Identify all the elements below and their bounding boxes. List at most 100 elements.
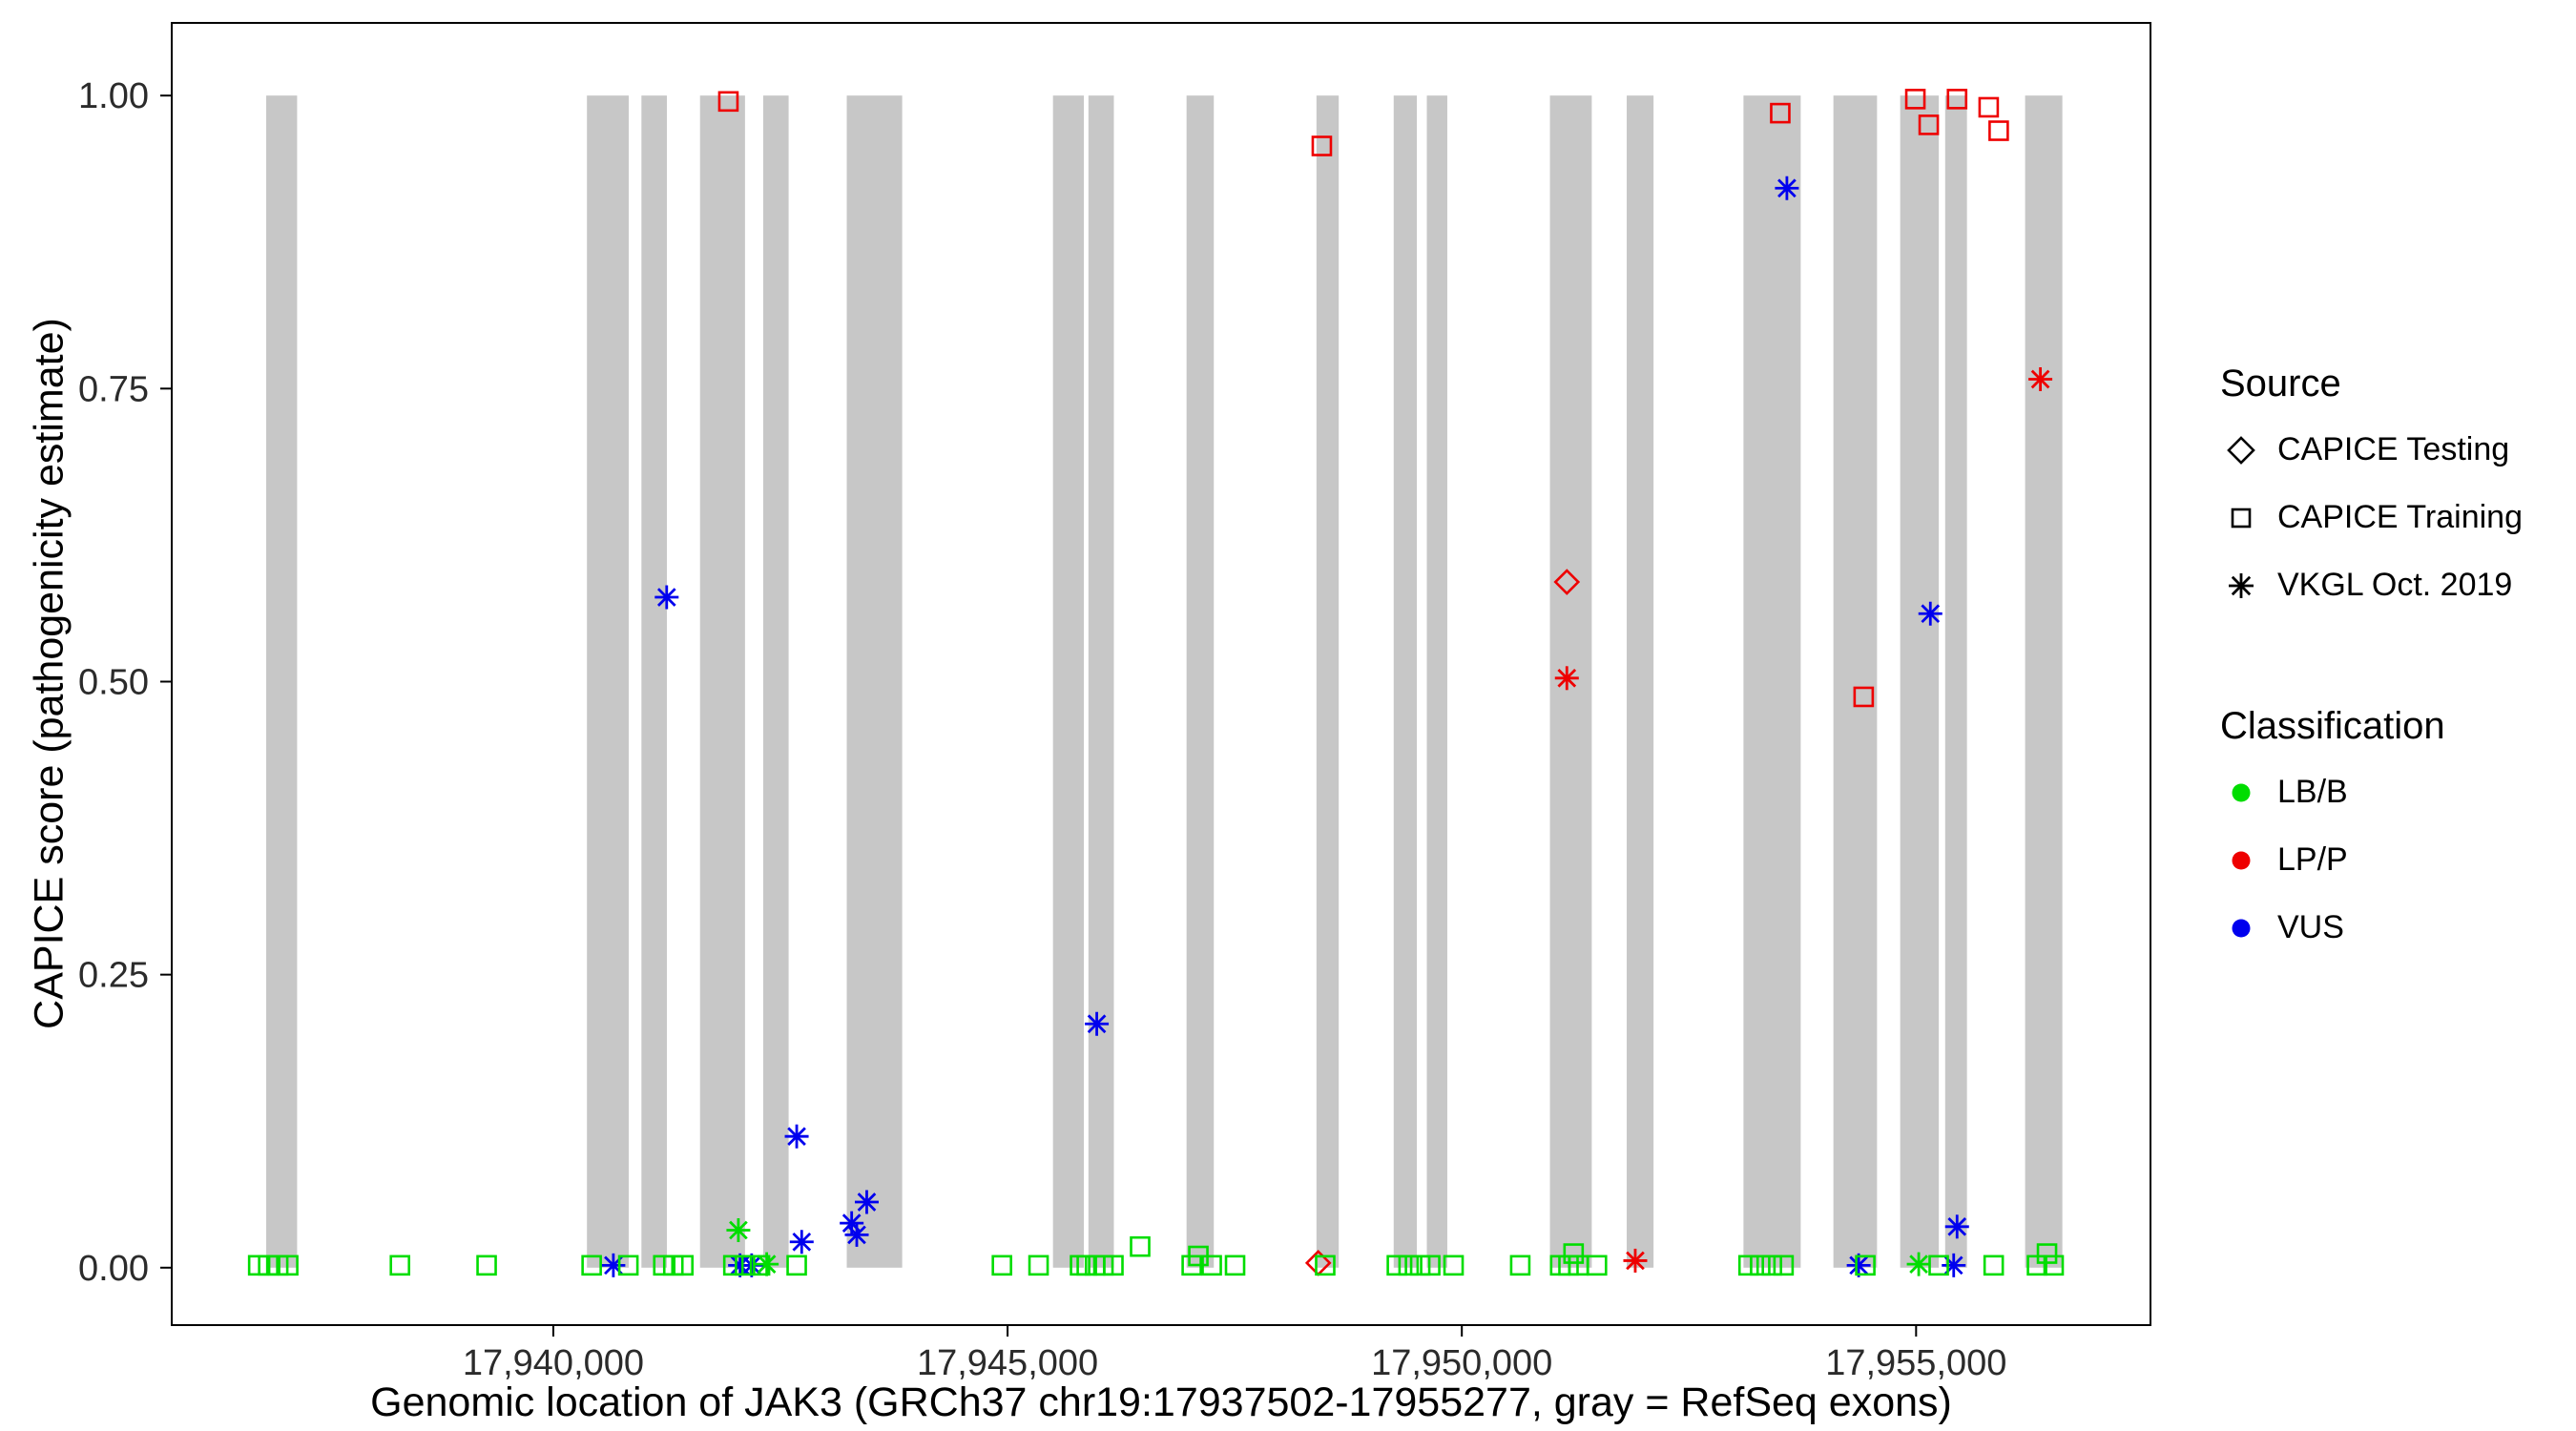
point-square bbox=[1563, 1243, 1585, 1264]
point-square bbox=[1853, 686, 1875, 708]
point-square bbox=[722, 1255, 744, 1276]
panel-border bbox=[171, 22, 2151, 1326]
exon-bar bbox=[1316, 95, 1340, 1268]
square-icon bbox=[2231, 508, 2252, 528]
point-square bbox=[1761, 1255, 1782, 1276]
point-square bbox=[673, 1255, 695, 1276]
exon-bar bbox=[1833, 95, 1878, 1268]
exon-bar bbox=[2025, 95, 2063, 1268]
point-square bbox=[1586, 1255, 1608, 1276]
point-square bbox=[991, 1255, 1012, 1276]
legend-item-label: LB/B bbox=[2277, 774, 2348, 810]
exon-bar bbox=[699, 95, 745, 1268]
point-asterisk bbox=[1775, 176, 1799, 200]
point-asterisk bbox=[854, 1190, 879, 1214]
point-asterisk bbox=[844, 1222, 869, 1247]
legend-item-lpp: LP/P bbox=[2220, 826, 2523, 894]
point-asterisk bbox=[2028, 367, 2053, 392]
y-tick-label: 0.50 bbox=[78, 662, 149, 702]
exon-bar bbox=[1426, 95, 1447, 1268]
point-square bbox=[1983, 1255, 2005, 1276]
legend-item-vkgl: VKGL Oct. 2019 bbox=[2220, 551, 2523, 619]
point-square bbox=[1386, 1255, 1407, 1276]
point-square bbox=[476, 1255, 497, 1276]
x-tick-label: 17,940,000 bbox=[463, 1343, 644, 1383]
point-square bbox=[1224, 1255, 1246, 1276]
point-square bbox=[1028, 1255, 1049, 1276]
point-asterisk bbox=[1554, 666, 1579, 691]
legend-classification-title: Classification bbox=[2220, 705, 2445, 747]
legend-item-label: VUS bbox=[2277, 909, 2344, 945]
exon-bar bbox=[846, 95, 903, 1268]
point-square bbox=[749, 1255, 771, 1276]
point-asterisk bbox=[726, 1217, 751, 1242]
exon-bar bbox=[1393, 95, 1418, 1268]
point-square bbox=[1311, 135, 1333, 156]
legend: Source CAPICE Testing CAPICE Training VK… bbox=[2220, 361, 2523, 962]
point-square bbox=[1750, 1255, 1771, 1276]
point-square bbox=[1737, 1255, 1759, 1276]
point-square bbox=[1978, 96, 2000, 118]
point-square bbox=[1130, 1235, 1151, 1257]
point-asterisk bbox=[789, 1230, 814, 1255]
point-square bbox=[389, 1255, 411, 1276]
legend-item-capice-testing: CAPICE Testing bbox=[2220, 416, 2523, 484]
point-square bbox=[2043, 1255, 2065, 1276]
y-axis-title: CAPICE score (pathogenicity estimate) bbox=[26, 318, 73, 1029]
point-square bbox=[1509, 1255, 1531, 1276]
point-square bbox=[1773, 1255, 1795, 1276]
point-square bbox=[1855, 1255, 1876, 1276]
asterisk-icon bbox=[2229, 572, 2254, 598]
point-square bbox=[1946, 89, 1968, 110]
x-axis-title: Genomic location of JAK3 (GRCh37 chr19:1… bbox=[370, 1379, 1952, 1425]
exon-bar bbox=[1052, 95, 1085, 1268]
diamond-icon bbox=[2227, 435, 2255, 465]
point-square bbox=[1103, 1255, 1124, 1276]
y-tick-label: 0.75 bbox=[78, 369, 149, 409]
y-tick-label: 0.25 bbox=[78, 956, 149, 996]
point-asterisk bbox=[1085, 1011, 1110, 1036]
point-asterisk bbox=[1906, 1252, 1931, 1276]
exon-bar bbox=[641, 95, 667, 1268]
point-asterisk bbox=[784, 1124, 809, 1149]
green-dot-icon bbox=[2232, 783, 2251, 801]
point-asterisk bbox=[1944, 1214, 1969, 1239]
legend-item-label: CAPICE Testing bbox=[2277, 431, 2510, 467]
x-tick-label: 17,955,000 bbox=[1825, 1343, 2006, 1383]
point-asterisk bbox=[1918, 601, 1942, 626]
exon-bar bbox=[1743, 95, 1801, 1268]
point-square bbox=[1315, 1255, 1336, 1276]
legend-item-vus: VUS bbox=[2220, 894, 2523, 962]
red-dot-icon bbox=[2232, 851, 2251, 869]
point-square bbox=[581, 1255, 602, 1276]
exon-bar bbox=[762, 95, 789, 1268]
point-square bbox=[1988, 120, 2009, 141]
exon-bar bbox=[1186, 95, 1215, 1268]
point-square bbox=[1398, 1255, 1420, 1276]
point-diamond bbox=[1553, 569, 1581, 595]
legend-source-title: Source bbox=[2220, 363, 2341, 404]
point-square bbox=[278, 1255, 299, 1276]
point-square bbox=[735, 1255, 756, 1276]
exon-bar bbox=[266, 95, 298, 1268]
point-square bbox=[1928, 1255, 1949, 1276]
point-asterisk bbox=[755, 1252, 779, 1276]
point-square bbox=[2036, 1243, 2058, 1264]
point-square bbox=[1770, 102, 1791, 124]
legend-item-label: VKGL Oct. 2019 bbox=[2277, 567, 2513, 603]
y-tick-label: 0.00 bbox=[78, 1249, 149, 1289]
exon-bar bbox=[1088, 95, 1114, 1268]
legend-item-capice-training: CAPICE Training bbox=[2220, 484, 2523, 551]
y-tick-label: 1.00 bbox=[78, 76, 149, 116]
legend-item-label: CAPICE Training bbox=[2277, 499, 2523, 535]
blue-dot-icon bbox=[2232, 919, 2251, 937]
legend-item-lbb: LB/B bbox=[2220, 758, 2523, 826]
point-asterisk bbox=[654, 585, 679, 610]
point-square bbox=[1918, 114, 1940, 135]
point-square bbox=[717, 91, 739, 113]
exon-bar bbox=[587, 95, 629, 1268]
exon-bar bbox=[1900, 95, 1940, 1268]
legend-item-label: LP/P bbox=[2277, 841, 2348, 878]
x-tick-label: 17,945,000 bbox=[917, 1343, 1098, 1383]
x-tick-label: 17,950,000 bbox=[1371, 1343, 1552, 1383]
